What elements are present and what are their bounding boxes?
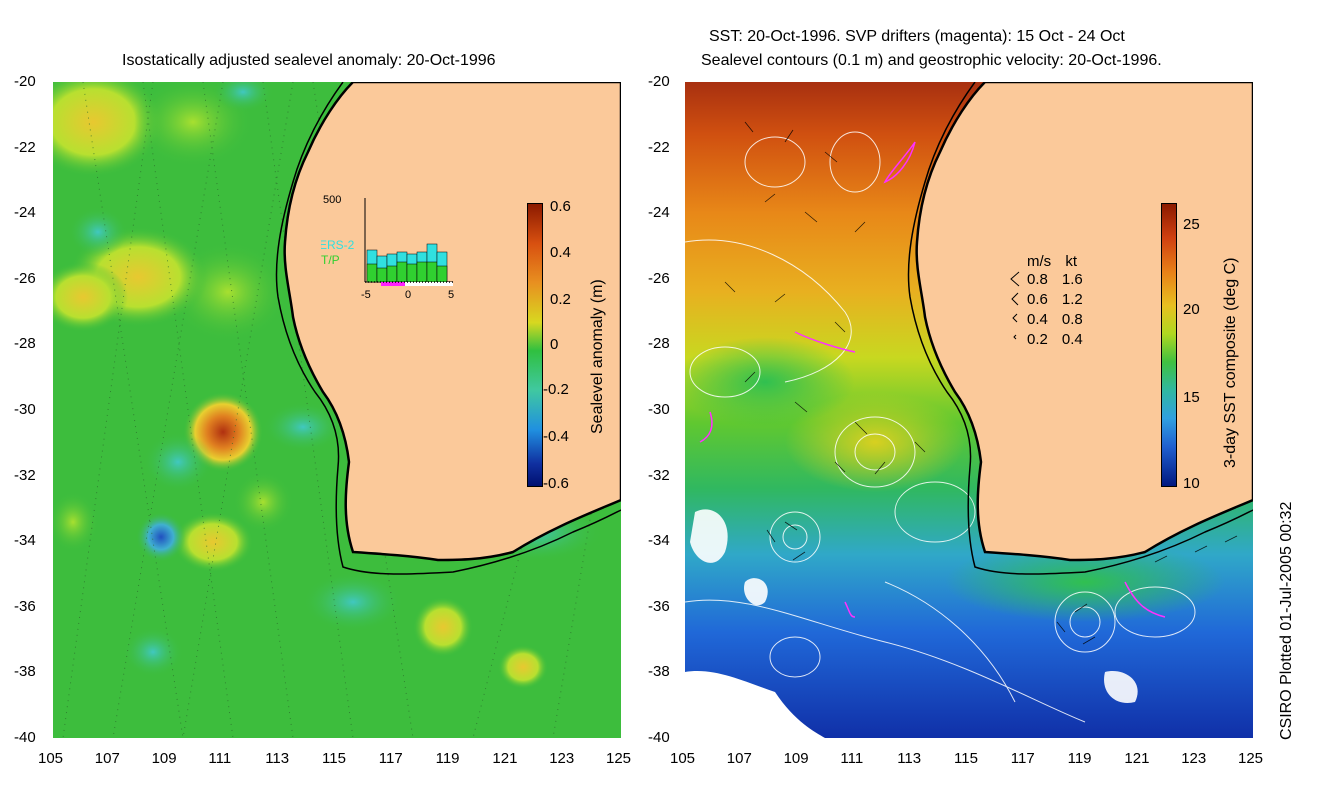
colorbar-tick: 0.6	[550, 198, 571, 215]
x-tick-label: 117	[1010, 750, 1035, 767]
y-tick-label: -24	[648, 204, 670, 222]
y-tick-label: -38	[648, 663, 670, 681]
velocity-key-ms: 0.6	[1027, 291, 1048, 308]
sst-colorbar	[1161, 203, 1177, 487]
sealevel-anomaly-map: 500 ERS-2 T/P -5 0 5 0.6 0.4 0.2 0 -0.2 …	[53, 82, 621, 738]
left-map-title: Isostatically adjusted sealevel anomaly:…	[122, 52, 496, 69]
velocity-key-kt: 0.4	[1061, 331, 1083, 348]
colorbar-tick: 15	[1183, 389, 1200, 406]
y-tick-label: -28	[648, 335, 670, 353]
right-map-title-line1: SST: 20-Oct-1996. SVP drifters (magenta)…	[709, 28, 1125, 45]
y-tick-label: -32	[14, 466, 36, 484]
y-tick-label: -36	[648, 597, 670, 615]
inset-ymax-label: 500	[323, 194, 341, 206]
y-tick-label: -38	[14, 663, 36, 681]
inset-legend-ers2: ERS-2	[321, 238, 355, 252]
sealevel-colorbar-label: Sealevel anomaly (m)	[589, 279, 606, 434]
x-tick-label: 123	[1181, 750, 1207, 767]
y-tick-label: -34	[648, 532, 670, 550]
x-tick-label: 115	[322, 750, 346, 767]
y-tick-label: -20	[14, 73, 36, 90]
inset-bars	[366, 243, 448, 283]
x-tick-label: 111	[840, 750, 864, 767]
x-tick-label: 113	[897, 750, 922, 767]
velocity-key-arrows	[1007, 252, 1041, 358]
x-tick-label: 111	[208, 750, 232, 767]
colorbar-tick: -0.2	[543, 381, 569, 398]
y-tick-label: -20	[648, 73, 670, 90]
y-tick-label: -26	[14, 269, 36, 287]
x-tick-label: 107	[94, 750, 120, 767]
y-tick-label: -24	[14, 204, 36, 222]
colorbar-tick: 25	[1183, 216, 1200, 233]
y-tick-label: -32	[648, 466, 670, 484]
x-tick-label: 105	[670, 750, 696, 767]
inset-xtick: 0	[405, 289, 411, 301]
data-coverage-inset: 500 ERS-2 T/P -5 0 5	[321, 194, 454, 301]
x-tick-label: 125	[1238, 750, 1264, 767]
x-tick-label: 109	[151, 750, 177, 767]
velocity-key-ms: 0.8	[1027, 271, 1048, 288]
inset-xtick: 5	[448, 289, 454, 301]
x-tick-label: 105	[38, 750, 64, 767]
colorbar-tick: 0.4	[550, 244, 571, 261]
y-tick-label: -30	[14, 401, 36, 418]
y-tick-label: -22	[648, 138, 670, 156]
sealevel-anomaly-field	[53, 82, 621, 738]
colorbar-tick: 0	[550, 336, 559, 353]
colorbar-tick: -0.6	[543, 475, 569, 492]
x-tick-label: 123	[549, 750, 575, 767]
colorbar-tick: 10	[1183, 475, 1200, 492]
x-tick-label: 117	[378, 750, 403, 767]
y-tick-label: -34	[14, 532, 36, 550]
y-tick-label: -26	[648, 269, 670, 287]
x-tick-label: 119	[435, 750, 460, 767]
y-tick-label: -36	[14, 597, 36, 615]
y-tick-label: -40	[648, 729, 670, 746]
sst-field	[685, 82, 1253, 738]
x-tick-label: 113	[265, 750, 290, 767]
y-tick-label: -28	[14, 335, 36, 353]
velocity-key-ms: 0.4	[1027, 311, 1048, 328]
y-tick-label: -30	[648, 401, 670, 418]
inset-xtick: -5	[361, 289, 371, 301]
sst-velocity-map: m/s kt 0.8 1.6 0.6 1.2 0.4 0.8 0.2 0.4 25 20…	[685, 82, 1253, 738]
y-tick-label: -40	[14, 729, 36, 746]
velocity-key-kt: 1.2	[1061, 291, 1083, 308]
inset-legend-tp: T/P	[321, 253, 340, 267]
sealevel-colorbar	[527, 203, 543, 487]
x-tick-label: 115	[954, 750, 978, 767]
plot-credit: CSIRO Plotted 01-Jul-2005 00:32	[1278, 501, 1295, 740]
velocity-key-kt: 0.8	[1061, 311, 1083, 328]
right-map-title-line2: Sealevel contours (0.1 m) and geostrophi…	[701, 52, 1162, 69]
x-tick-label: 107	[726, 750, 752, 767]
colorbar-tick: -0.4	[543, 428, 569, 445]
colorbar-tick: 0.2	[550, 291, 571, 308]
x-tick-label: 121	[492, 750, 518, 767]
x-tick-label: 109	[783, 750, 809, 767]
velocity-key-ms: 0.2	[1027, 331, 1048, 348]
velocity-key-header-ms: m/s	[1027, 253, 1052, 270]
x-tick-label: 121	[1124, 750, 1150, 767]
y-tick-label: -22	[14, 138, 36, 156]
colorbar-tick: 20	[1183, 301, 1200, 318]
sst-colorbar-label: 3-day SST composite (deg C)	[1222, 257, 1239, 468]
x-tick-label: 119	[1067, 750, 1092, 767]
x-tick-label: 125	[606, 750, 632, 767]
velocity-key-header-kt: kt	[1065, 253, 1078, 270]
velocity-key-kt: 1.6	[1061, 271, 1083, 288]
